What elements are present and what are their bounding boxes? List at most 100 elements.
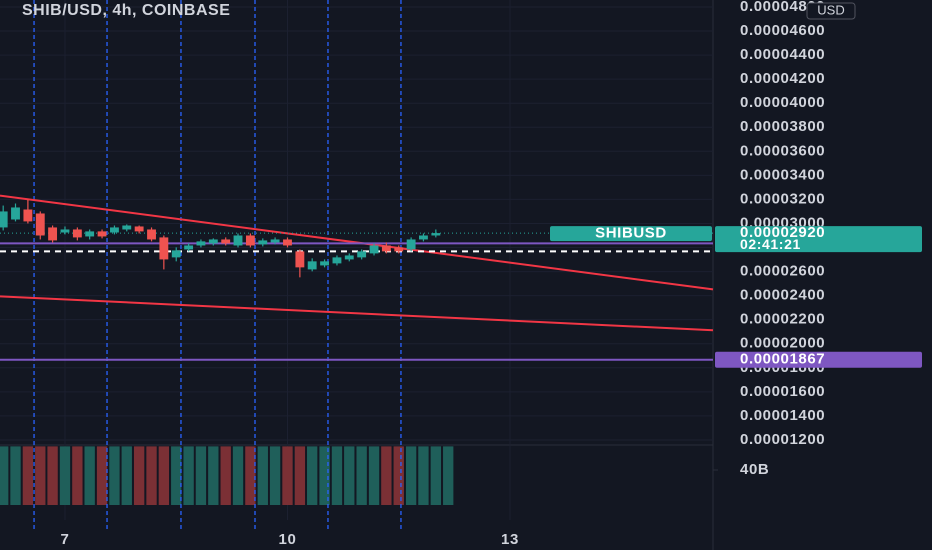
volume-bar xyxy=(121,446,132,505)
candle-body xyxy=(0,211,8,228)
y-tick-label: 0.00004400 xyxy=(740,46,825,63)
volume-bar xyxy=(59,446,71,505)
candle-body xyxy=(381,245,391,252)
drawings xyxy=(0,0,714,530)
last-price-badge xyxy=(715,226,922,253)
candle-body xyxy=(184,245,194,250)
candle-body xyxy=(147,229,156,240)
candle-body xyxy=(419,235,428,240)
candle-body xyxy=(394,247,404,252)
candle-body xyxy=(295,251,305,268)
volume-bar xyxy=(146,446,157,505)
candle-body xyxy=(11,207,20,220)
y-tick-label: 0.00003800 xyxy=(740,118,825,135)
y-tick-label: 0.00002200 xyxy=(740,311,825,328)
y-tick-label: 0.00003600 xyxy=(740,142,825,159)
y-tick-label: 0.00004600 xyxy=(740,22,825,39)
candle-body xyxy=(35,213,45,236)
volume-bar xyxy=(10,446,21,505)
candle-body xyxy=(307,261,317,270)
volume-bar xyxy=(356,446,367,505)
x-tick-label: 7 xyxy=(60,531,69,548)
trendline xyxy=(0,295,714,332)
volume-bar xyxy=(269,446,281,505)
volume-bar xyxy=(0,446,9,505)
candle-body xyxy=(208,239,218,244)
grid xyxy=(0,0,713,520)
chart-title: SHIB/USD, 4h, COINBASE xyxy=(22,2,230,19)
price-badge xyxy=(715,351,922,368)
candle-body xyxy=(320,261,330,266)
price-badge-label: 0.00001867 xyxy=(740,351,825,368)
volume-bar xyxy=(72,446,83,505)
candle-body xyxy=(369,245,379,254)
volume-bar xyxy=(381,446,392,505)
candle-body xyxy=(283,239,292,246)
volume-bar xyxy=(294,446,306,505)
volume-bar xyxy=(158,446,170,505)
candle-body xyxy=(332,257,342,264)
volume-bar xyxy=(195,446,207,505)
candle-body xyxy=(134,226,144,232)
axes: 0.000012000.000014000.000016000.00001800… xyxy=(60,0,922,548)
volume-bar xyxy=(257,446,268,505)
last-price-label: 0.00002920 xyxy=(740,224,825,241)
candle-body xyxy=(270,239,280,243)
y-tick-label: 0.00002000 xyxy=(740,335,825,352)
currency-label[interactable]: USD xyxy=(817,2,844,17)
candles xyxy=(0,199,441,278)
x-tick-label: 13 xyxy=(501,531,519,548)
volume-bar xyxy=(220,446,231,505)
volume-tick-label: 40B xyxy=(740,461,769,478)
y-tick-label: 0.00001600 xyxy=(740,383,825,400)
candle-body xyxy=(406,239,416,250)
candle-body xyxy=(110,227,119,233)
candle-body xyxy=(221,239,231,244)
volume-bar xyxy=(133,446,145,505)
volume-bar xyxy=(331,446,343,505)
y-tick-label: 0.00003200 xyxy=(740,190,825,207)
candle-body xyxy=(85,231,95,237)
candle-body xyxy=(122,225,132,230)
candle-body xyxy=(23,209,33,222)
volume-pane xyxy=(0,446,454,505)
volume-bar xyxy=(208,446,219,505)
y-tick-label: 0.00003400 xyxy=(740,166,825,183)
y-tick-label: 0.00002600 xyxy=(740,263,825,280)
volume-bar xyxy=(183,446,194,505)
candle-body xyxy=(171,250,181,258)
y-tick-label: 0.00001400 xyxy=(740,407,825,424)
x-tick-label: 10 xyxy=(279,531,297,548)
candle-body xyxy=(159,237,169,260)
volume-bar xyxy=(282,446,293,505)
volume-bar xyxy=(418,446,429,505)
currency-badge[interactable] xyxy=(806,2,856,20)
volume-bar xyxy=(84,446,95,505)
volume-bar xyxy=(307,446,318,505)
candle-body xyxy=(48,227,58,241)
countdown-label: 02:41:21 xyxy=(740,236,801,252)
y-tick-label: 0.00002400 xyxy=(740,287,825,304)
y-tick-label: 0.00004000 xyxy=(740,94,825,111)
candle-body xyxy=(357,251,367,258)
candle-body xyxy=(245,235,255,246)
volume-bar xyxy=(35,446,46,505)
candle-body xyxy=(97,231,107,237)
candle-body xyxy=(258,240,268,245)
volume-bar xyxy=(319,446,330,505)
volume-bar xyxy=(405,446,417,505)
volume-bar xyxy=(96,446,108,505)
candle-body xyxy=(72,229,82,238)
volume-bar xyxy=(171,446,182,505)
candle-body xyxy=(60,229,70,233)
candle-body xyxy=(196,241,206,246)
volume-bar xyxy=(443,446,454,505)
symbol-label: SHIBUSD xyxy=(595,225,667,242)
volume-bar xyxy=(393,446,404,505)
volume-bar xyxy=(47,446,58,505)
volume-bar xyxy=(430,446,441,505)
volume-bar xyxy=(22,446,34,505)
y-tick-label: 0.00004200 xyxy=(740,70,825,87)
y-tick-label: 0.00004800 xyxy=(740,0,825,15)
